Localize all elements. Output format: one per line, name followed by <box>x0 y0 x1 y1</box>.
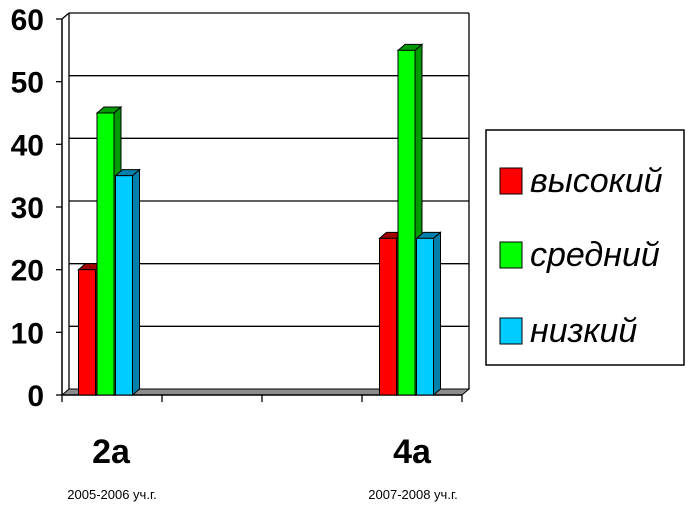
y-tick-label: 0 <box>27 380 44 413</box>
y-tick-label: 40 <box>11 129 44 162</box>
category-labels: 2а 2005-2006 уч.г. 4а 2007-2008 уч.г. <box>67 433 457 502</box>
bar-front <box>397 49 416 396</box>
legend-label: низкий <box>530 312 637 350</box>
category-label: 2а <box>92 433 131 471</box>
bars <box>77 43 442 397</box>
category-label: 4а <box>393 433 432 471</box>
y-axis-depth-edge <box>61 12 70 20</box>
legend-label: высокий <box>530 162 663 200</box>
bar-front <box>379 237 397 396</box>
legend: высокий средний низкий <box>485 129 685 366</box>
y-tick-label: 50 <box>11 67 44 100</box>
y-axis <box>56 12 70 396</box>
legend-swatch <box>499 167 523 195</box>
bar <box>415 231 442 397</box>
bar <box>114 168 141 397</box>
y-tick-label: 60 <box>11 4 44 37</box>
y-tick-label: 20 <box>11 255 44 288</box>
y-tick-label: 10 <box>11 317 44 350</box>
chart-floor <box>60 388 471 402</box>
legend-label: средний <box>530 236 660 274</box>
category-sublabel: 2007-2008 уч.г. <box>368 487 457 502</box>
bar-front <box>96 112 115 396</box>
bar-front <box>115 175 133 396</box>
category-sublabel: 2005-2006 уч.г. <box>67 487 156 502</box>
y-tick-label: 30 <box>11 192 44 225</box>
bar-side <box>433 231 441 397</box>
bar-front <box>78 269 96 396</box>
y-tick-labels: 0 10 20 30 40 50 60 <box>11 4 44 413</box>
legend-swatch <box>499 317 523 345</box>
bar-side <box>132 168 140 397</box>
bar-front <box>416 237 434 396</box>
legend-swatch <box>499 241 523 269</box>
